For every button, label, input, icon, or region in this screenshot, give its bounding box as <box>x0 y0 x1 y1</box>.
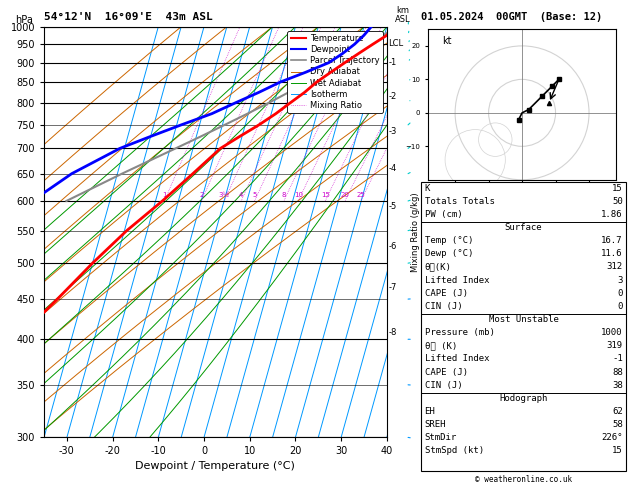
Text: 50: 50 <box>612 197 623 206</box>
Text: 62: 62 <box>612 407 623 416</box>
Text: CAPE (J): CAPE (J) <box>425 367 467 377</box>
Text: Pressure (mb): Pressure (mb) <box>425 328 494 337</box>
Text: 88: 88 <box>612 367 623 377</box>
Text: 16.7: 16.7 <box>601 236 623 245</box>
Text: -7: -7 <box>388 283 397 293</box>
Text: Hodograph: Hodograph <box>499 394 548 403</box>
Text: -5: -5 <box>388 202 397 211</box>
Text: 54°12'N  16°09'E  43m ASL: 54°12'N 16°09'E 43m ASL <box>44 12 213 22</box>
Text: SREH: SREH <box>425 420 446 429</box>
Text: -6: -6 <box>388 242 397 251</box>
Text: km
ASL: km ASL <box>395 6 410 24</box>
Text: Totals Totals: Totals Totals <box>425 197 494 206</box>
Text: 8: 8 <box>282 192 286 198</box>
Text: 11.6: 11.6 <box>601 249 623 258</box>
Text: 3½: 3½ <box>219 192 230 198</box>
Text: -4: -4 <box>388 164 397 173</box>
Text: -1: -1 <box>612 354 623 364</box>
Text: 01.05.2024  00GMT  (Base: 12): 01.05.2024 00GMT (Base: 12) <box>421 12 603 22</box>
Text: 226°: 226° <box>601 434 623 442</box>
Text: θᴇ(K): θᴇ(K) <box>425 262 452 271</box>
Text: 4: 4 <box>239 192 243 198</box>
Text: 58: 58 <box>612 420 623 429</box>
Text: -8: -8 <box>388 328 397 337</box>
Text: 25: 25 <box>356 192 365 198</box>
Text: 5: 5 <box>252 192 257 198</box>
X-axis label: Dewpoint / Temperature (°C): Dewpoint / Temperature (°C) <box>135 461 296 470</box>
Text: hPa: hPa <box>15 15 33 25</box>
Text: Most Unstable: Most Unstable <box>489 315 559 324</box>
Legend: Temperature, Dewpoint, Parcel Trajectory, Dry Adiabat, Wet Adiabat, Isotherm, Mi: Temperature, Dewpoint, Parcel Trajectory… <box>287 31 382 113</box>
Text: CAPE (J): CAPE (J) <box>425 289 467 298</box>
Text: 0: 0 <box>617 302 623 311</box>
Text: Temp (°C): Temp (°C) <box>425 236 473 245</box>
Text: StmDir: StmDir <box>425 434 457 442</box>
Text: 15: 15 <box>612 184 623 192</box>
Text: LCL: LCL <box>387 39 403 48</box>
Text: kt: kt <box>442 36 451 46</box>
Text: 1.86: 1.86 <box>601 210 623 219</box>
Text: EH: EH <box>425 407 435 416</box>
Text: © weatheronline.co.uk: © weatheronline.co.uk <box>475 474 572 484</box>
Text: θᴇ (K): θᴇ (K) <box>425 341 457 350</box>
Text: Dewp (°C): Dewp (°C) <box>425 249 473 258</box>
Text: 10: 10 <box>294 192 303 198</box>
Text: Lifted Index: Lifted Index <box>425 276 489 285</box>
Text: 1000: 1000 <box>601 328 623 337</box>
Text: Mixing Ratio (g/kg): Mixing Ratio (g/kg) <box>411 192 420 272</box>
Text: CIN (J): CIN (J) <box>425 381 462 390</box>
Text: 0: 0 <box>617 289 623 298</box>
Text: 312: 312 <box>606 262 623 271</box>
Text: 319: 319 <box>606 341 623 350</box>
Text: 2: 2 <box>199 192 204 198</box>
Text: CIN (J): CIN (J) <box>425 302 462 311</box>
Text: Surface: Surface <box>505 223 542 232</box>
Text: -1: -1 <box>388 58 397 67</box>
Text: StmSpd (kt): StmSpd (kt) <box>425 447 484 455</box>
Text: 3: 3 <box>617 276 623 285</box>
Text: 1: 1 <box>162 192 167 198</box>
Text: -3: -3 <box>388 127 397 136</box>
Text: 15: 15 <box>321 192 330 198</box>
Text: K: K <box>425 184 430 192</box>
Text: 15: 15 <box>612 447 623 455</box>
Text: Lifted Index: Lifted Index <box>425 354 489 364</box>
Text: 20: 20 <box>340 192 349 198</box>
Text: -2: -2 <box>388 92 397 101</box>
Text: 38: 38 <box>612 381 623 390</box>
Text: PW (cm): PW (cm) <box>425 210 462 219</box>
